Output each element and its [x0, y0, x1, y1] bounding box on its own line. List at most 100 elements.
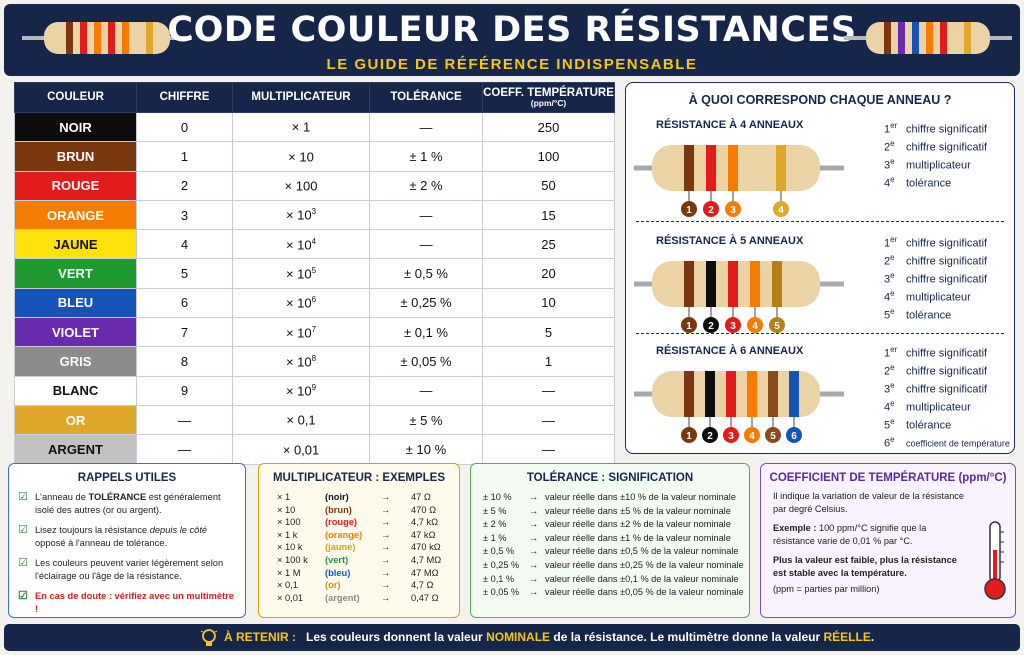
tolerance-row: ± 0,1 % → valeur réelle dans ±0,1 % de l…	[483, 573, 739, 584]
table-row: BRUN 1 × 10 ± 1 % 100	[14, 141, 615, 172]
coeff-cell: —	[482, 375, 615, 406]
multiplier-example-row: × 10 k (jaune) → 470 kΩ	[277, 542, 441, 553]
ring-legend: 1er chiffre significatif 2e chiffre signifi…	[884, 345, 1010, 453]
multiplier-example-row: × 1 (noir) → 47 Ω	[277, 492, 431, 502]
coefficient-definition: Il indique la variation de valeur de la …	[773, 491, 965, 514]
band-marker-number: 1	[686, 431, 692, 442]
resistor-band	[705, 371, 715, 417]
page-subtitle: LE GUIDE DE RÉFÉRENCE INDISPENSABLE	[326, 56, 698, 73]
col-header-coeff: COEFF. TEMPÉRATURE (ppm/°C)	[482, 82, 615, 113]
legend-item: 3e chiffre significatif	[884, 381, 988, 396]
resistor-band	[772, 261, 782, 307]
color-swatch: ORANGE	[14, 199, 137, 231]
rappels-title: RAPPELS UTILES	[77, 472, 177, 484]
legend-item: 2e chiffre significatif	[884, 253, 988, 268]
table-row: BLEU 6 × 106 ± 0,25 % 10	[14, 287, 615, 319]
legend-item: 1er chiffre significatif	[884, 235, 988, 250]
resistor-band	[706, 145, 716, 191]
tolerance-cell: ± 10 %	[369, 434, 483, 465]
coefficient-note: Plus la valeur est faible, plus la résis…	[773, 555, 957, 578]
table-row: BLANC 9 × 109— —	[14, 375, 615, 406]
band-marker	[681, 317, 697, 333]
band-marker-number: 6	[791, 431, 797, 442]
digit-cell: 8	[136, 346, 233, 377]
check-icon: ☑	[18, 557, 28, 569]
band-marker	[703, 317, 719, 333]
band-marker-number: 4	[778, 205, 784, 216]
resistor-band	[684, 261, 694, 307]
tolerance-row: ± 0,25 % → valeur réelle dans ±0,25 % de…	[483, 559, 744, 570]
band-marker	[786, 427, 802, 443]
table-row: JAUNE 4 × 104—25	[14, 229, 615, 260]
table-row: VERT 5 × 105 ± 0,5 % 20	[14, 258, 615, 289]
legend-item: 1er chiffre significatif	[884, 121, 988, 136]
coeff-cell: —	[482, 404, 615, 436]
resistor-band	[726, 371, 736, 417]
rappels-box: RAPPELS UTILES ☑ L'anneau de TOLÉRANCE e…	[8, 463, 246, 618]
tolerance-cell: —	[369, 199, 483, 231]
resistor-diagram: 1 2 3 4 5 6	[634, 371, 844, 443]
col-header-multiplicateur: MULTIPLICATEUR	[232, 82, 370, 113]
tolerance-row: ± 2 % → valeur réelle dans ±2 % de la va…	[483, 519, 731, 530]
band-marker-number: 5	[770, 431, 776, 442]
coeff-cell: 10	[482, 287, 615, 319]
section-divider	[636, 221, 1004, 222]
footer-label: À RETENIR :	[224, 630, 296, 644]
multiplier-cell: × 103	[232, 199, 370, 231]
resistor-band	[776, 145, 786, 191]
resistor-band	[728, 261, 738, 307]
legend-item: 4e multiplicateur	[884, 399, 971, 414]
tolerance-cell: ± 0,5 %	[369, 258, 483, 289]
tolerance-row: ± 1 % → valeur réelle dans ±1 % de la va…	[483, 532, 731, 543]
legend-item: 3e chiffre significatif	[884, 271, 988, 286]
multiplier-cell: × 100	[232, 170, 370, 201]
table-row: ORANGE 3 × 103—15	[14, 199, 615, 231]
thermometer-icon	[984, 521, 1006, 600]
color-swatch: VERT	[14, 258, 137, 289]
multiplier-example-row: × 100 k (vert) → 4,7 MΩ	[277, 554, 442, 565]
digit-cell: 1	[136, 141, 233, 172]
coefficient-example: Exemple : 100 ppm/°C signifie que la rés…	[773, 523, 927, 546]
tip-item: ☑ L'anneau de TOLÉRANCE est généralement…	[18, 491, 221, 515]
table-row: ARGENT — × 0,01 ± 10 % —	[14, 434, 615, 465]
band-marker	[681, 427, 697, 443]
resistor-band	[684, 371, 694, 417]
multiplier-example-row: × 1 k (orange) → 47 kΩ	[277, 529, 436, 540]
tolerance-row: ± 0,05 % → valeur réelle dans ±0,05 % de…	[483, 587, 744, 598]
digit-cell: 2	[136, 170, 233, 201]
band-marker	[681, 201, 697, 217]
tolerance-list: ± 10 % → valeur réelle dans ±10 % de la …	[471, 492, 749, 601]
band-marker	[765, 427, 781, 443]
header-resistor-right-icon	[844, 22, 1012, 54]
ring-section-heading: RÉSISTANCE À 6 ANNEAUX	[656, 345, 804, 357]
legend-item: 6e coefficient de température	[884, 435, 1010, 450]
table-row: NOIR 0 × 1—250	[14, 111, 615, 143]
col-header-chiffre: CHIFFRE	[136, 82, 233, 113]
tolerance-cell: ± 0,05 %	[369, 346, 483, 377]
color-swatch: JAUNE	[14, 229, 137, 260]
header-resistor-left-icon	[22, 22, 192, 54]
band-marker-number: 2	[708, 205, 714, 216]
legend-item: 2e chiffre significatif	[884, 139, 988, 154]
color-swatch: NOIR	[14, 111, 137, 143]
band-marker-number: 3	[730, 321, 736, 332]
band-marker-number: 5	[774, 321, 780, 332]
multiplier-cell: × 104	[232, 229, 370, 260]
coeff-cell: 1	[482, 346, 615, 377]
tolerance-title: TOLÉRANCE : SIGNIFICATION	[526, 472, 694, 484]
ring-legend: 1er chiffre significatif 2e chiffre signifi…	[884, 235, 987, 325]
tolerance-box: TOLÉRANCE : SIGNIFICATION ± 10 % → valeu…	[470, 463, 750, 618]
coeff-cell: 250	[482, 111, 615, 143]
coeff-cell: 15	[482, 199, 615, 231]
ring-section-heading: RÉSISTANCE À 5 ANNEAUX	[656, 235, 804, 247]
multiplier-cell: × 10	[232, 141, 370, 172]
resistor-diagram: 1 2 3 4	[634, 145, 844, 217]
table-row: ROUGE 2 × 100 ± 2 % 50	[14, 170, 615, 201]
ring-section-heading: RÉSISTANCE À 4 ANNEAUX	[656, 119, 804, 131]
footer-text: À RETENIR : Les couleurs donnent la vale…	[224, 630, 875, 644]
color-swatch: BLANC	[14, 375, 137, 406]
multiplier-example-row: × 100 (rouge) → 4,7 kΩ	[277, 517, 439, 528]
resistor-band	[768, 371, 778, 417]
band-marker-number: 1	[686, 205, 692, 216]
legend-item: 5e tolérance	[884, 307, 952, 322]
